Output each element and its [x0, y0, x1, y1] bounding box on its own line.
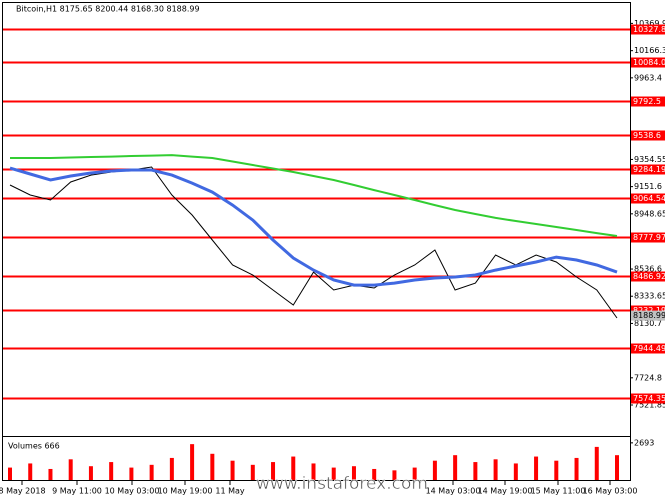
volume-bar [28, 463, 33, 480]
volume-bar [432, 460, 437, 480]
x-tick-label: 15 May 11:00 [531, 487, 586, 496]
level-label: 8777.97 [633, 233, 665, 242]
level-label-box [631, 305, 665, 316]
x-tick-label: 16 May 03:00 [583, 487, 638, 496]
level-label-box [631, 130, 665, 141]
volume-bar [331, 467, 336, 480]
x-tick-label: 8 May 2018 [0, 487, 46, 496]
series-line [10, 154, 618, 237]
level-label: 9792.5 [633, 97, 661, 106]
level-label: 8232.19 [633, 306, 665, 315]
level-label-box [631, 343, 665, 354]
volume-bar [493, 459, 498, 480]
volume-bar [311, 463, 316, 480]
volume-bar [513, 463, 518, 480]
x-tick-label: 11 May [215, 487, 245, 496]
x-tick-label: 9 May 11:00 [52, 487, 102, 496]
chart-title: Bitcoin,H1 8175.65 8200.44 8168.30 8188.… [16, 5, 200, 14]
y-tick-label: 10166.39 [634, 46, 665, 55]
last-price-box [631, 310, 665, 321]
volume-bar [8, 467, 12, 480]
volume-tick-label: 2693 [634, 438, 654, 447]
level-label-box [631, 96, 665, 107]
y-tick-label: 9151.6 [634, 182, 662, 191]
volume-bar [473, 462, 478, 480]
volume-bar [230, 460, 235, 480]
level-label-box [631, 193, 665, 204]
volume-bar [534, 456, 539, 480]
volume-bar [48, 468, 53, 480]
y-tick-label: 7724.8 [634, 373, 662, 382]
y-tick-label: 10369.9 [634, 19, 665, 28]
volume-bar [554, 460, 559, 480]
volume-title: Volumes 666 [8, 442, 60, 451]
volume-bar [392, 470, 397, 480]
volume-bar [88, 466, 93, 480]
watermark: www.instaforex.com [256, 474, 428, 494]
x-tick-label: 14 May 19:00 [478, 487, 533, 496]
x-tick-label: 10 May 03:00 [105, 487, 160, 496]
y-tick-label: 8948.65 [634, 209, 665, 218]
level-label-box [631, 393, 665, 404]
volume-bar [250, 464, 255, 480]
level-label: 7574.35 [633, 394, 665, 403]
volume-bar [68, 459, 73, 480]
y-tick-label: 9963.4 [634, 73, 662, 82]
series-line [9, 166, 618, 287]
level-label-box [631, 24, 665, 35]
last-price-label: 8188.99 [633, 311, 665, 320]
level-label: 10084.01 [633, 58, 665, 67]
volume-bar [271, 462, 276, 480]
level-label: 9538.6 [633, 131, 661, 140]
plot-frame [2, 2, 631, 481]
y-tick-label: 8333.65 [634, 292, 665, 301]
level-label-box [631, 57, 665, 68]
volume-bar [372, 468, 377, 480]
volume-bar [109, 462, 114, 480]
volume-bar [190, 444, 195, 480]
level-label: 8486.92 [633, 272, 665, 281]
volume-bar [594, 446, 599, 480]
x-tick-label: 10 May 19:00 [158, 487, 213, 496]
level-label-box [631, 164, 665, 175]
level-label-box [631, 271, 665, 282]
volume-bar [129, 467, 134, 480]
volume-bar [291, 456, 296, 480]
y-tick-label: 7521.85 [634, 401, 665, 410]
y-tick-label: 9354.55 [634, 155, 665, 164]
volume-bar [412, 467, 417, 480]
volume-bar [453, 455, 458, 480]
volume-bar [615, 455, 619, 480]
y-tick-label: 8130.7 [634, 319, 662, 328]
level-label: 9284.19 [633, 165, 665, 174]
volume-bar [574, 457, 579, 480]
volume-bar [351, 466, 356, 480]
volume-bar [149, 464, 154, 480]
volume-bar [210, 453, 215, 480]
level-label-box [631, 232, 665, 243]
level-label: 7944.49 [633, 344, 665, 353]
level-label: 9064.54 [633, 194, 665, 203]
x-tick-label: 14 May 03:00 [426, 487, 481, 496]
level-label: 10327.83 [633, 25, 665, 34]
y-tick-label: 8536.6 [634, 265, 662, 274]
volume-bar [169, 457, 174, 480]
